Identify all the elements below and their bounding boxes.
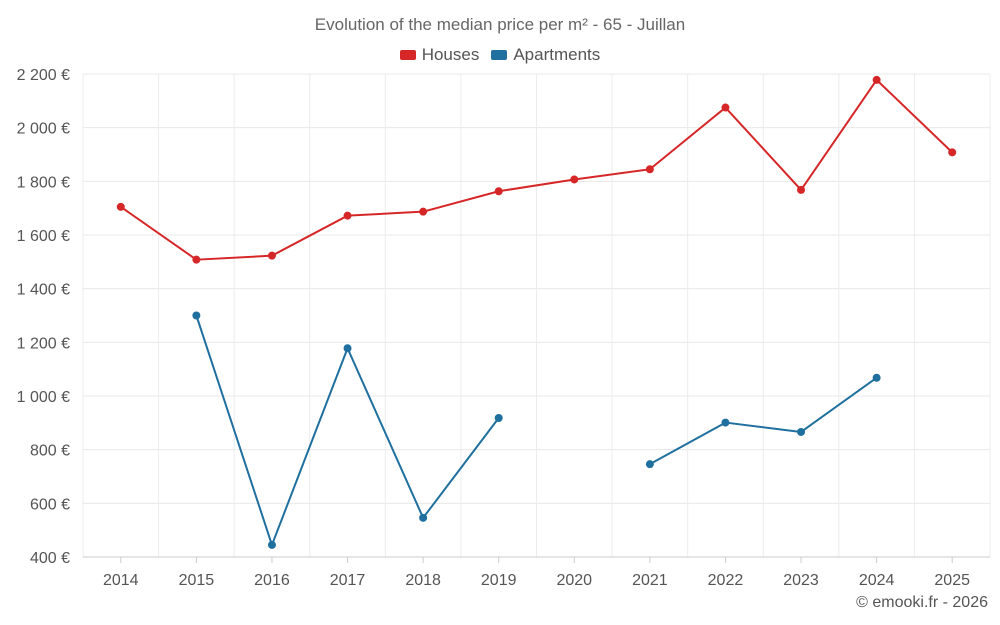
x-tick-label: 2024 (859, 572, 895, 589)
x-tick-label: 2019 (481, 572, 517, 589)
legend: Houses Apartments (0, 45, 1000, 65)
data-point-apartments-2023[interactable] (797, 427, 806, 436)
y-tick-label: 1 400 € (17, 282, 70, 299)
data-point-houses-2025[interactable] (948, 148, 957, 157)
y-tick-label: 1 000 € (17, 389, 70, 406)
data-point-apartments-2016[interactable] (267, 540, 276, 549)
legend-label-apartments: Apartments (513, 45, 601, 64)
x-tick-label: 2018 (405, 572, 441, 589)
x-tick-label: 2017 (330, 572, 366, 589)
x-tick-label: 2021 (632, 572, 668, 589)
y-tick-label: 2 000 € (17, 121, 70, 138)
legend-swatch-houses (399, 50, 416, 60)
data-point-houses-2016[interactable] (267, 251, 276, 260)
data-point-houses-2015[interactable] (192, 255, 201, 264)
data-point-apartments-2024[interactable] (872, 373, 881, 382)
data-point-houses-2018[interactable] (419, 207, 428, 216)
x-tick-label: 2020 (556, 572, 592, 589)
data-point-apartments-2022[interactable] (721, 418, 730, 427)
data-point-apartments-2015[interactable] (192, 311, 201, 320)
y-tick-label: 1 800 € (17, 174, 70, 191)
y-tick-label: 1 200 € (17, 335, 70, 352)
x-tick-label: 2016 (254, 572, 290, 589)
data-point-houses-2017[interactable] (343, 211, 352, 220)
data-point-houses-2022[interactable] (721, 103, 730, 112)
legend-item-apartments[interactable]: Apartments (491, 45, 600, 65)
data-point-houses-2020[interactable] (570, 175, 579, 184)
legend-swatch-apartments (491, 50, 508, 60)
data-point-apartments-2018[interactable] (419, 513, 428, 522)
chart-title: Evolution of the median price per m² - 6… (314, 15, 686, 34)
x-tick-label: 2025 (934, 572, 970, 589)
y-tick-label: 400 € (30, 550, 70, 567)
series-line-apartments (649, 376, 878, 466)
y-tick-label: 800 € (30, 443, 70, 460)
x-tick-label: 2015 (179, 572, 215, 589)
x-tick-label: 2014 (103, 572, 139, 589)
data-point-houses-2014[interactable] (116, 202, 125, 211)
y-tick-label: 1 600 € (17, 228, 70, 245)
legend-item-houses[interactable]: Houses (399, 45, 480, 65)
data-point-apartments-2019[interactable] (494, 414, 503, 423)
x-tick-label: 2023 (783, 572, 819, 589)
data-point-apartments-2021[interactable] (645, 460, 654, 469)
data-point-apartments-2017[interactable] (343, 344, 352, 353)
series-line-houses (120, 78, 953, 261)
data-point-houses-2023[interactable] (797, 185, 806, 194)
y-tick-label: 2 200 € (17, 67, 70, 84)
credit-text: © emooki.fr - 2026 (856, 594, 988, 611)
data-point-houses-2019[interactable] (494, 187, 503, 196)
data-point-houses-2021[interactable] (645, 165, 654, 174)
y-tick-label: 600 € (30, 496, 70, 513)
x-tick-label: 2022 (708, 572, 744, 589)
data-point-houses-2024[interactable] (872, 75, 881, 84)
legend-label-houses: Houses (421, 45, 480, 64)
